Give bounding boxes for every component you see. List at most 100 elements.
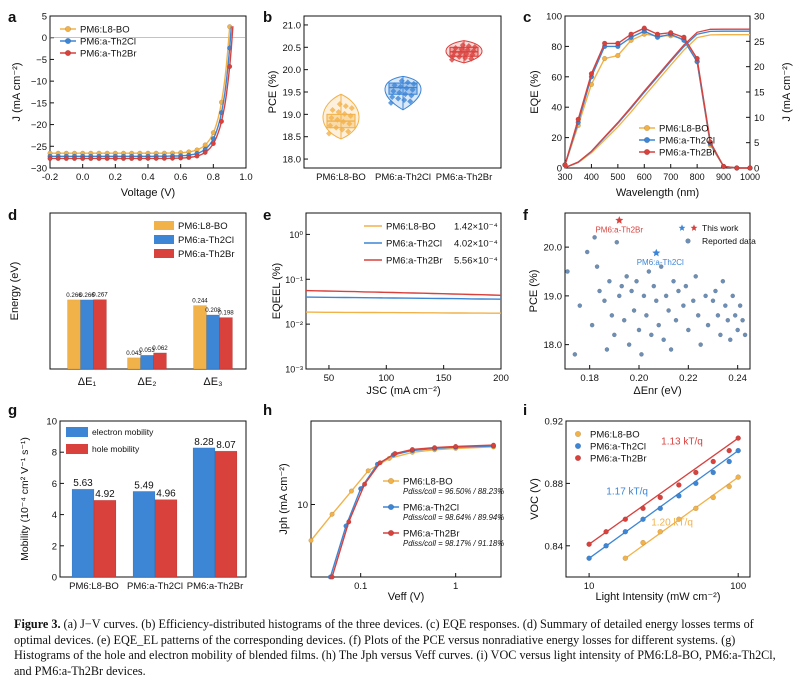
data-point (346, 120, 353, 127)
pdiss-label: Pdiss/coll = 98.17% / 91.18% (403, 539, 504, 548)
legend-label: PM6:a-Th2Br (659, 148, 716, 159)
y2-axis-label: J (mA cm⁻²) (781, 63, 793, 122)
data-point (636, 327, 642, 333)
x-tick-label: 0.22 (679, 373, 698, 384)
data-point (644, 148, 651, 155)
legend-label: hole mobility (92, 444, 140, 454)
data-point (335, 108, 342, 115)
data-point (698, 342, 703, 347)
data-point (646, 269, 652, 274)
data-point (693, 469, 699, 476)
data-point (346, 519, 352, 525)
data-point (202, 149, 208, 155)
x-tick-label: 1000 (740, 172, 760, 182)
data-point (735, 327, 740, 333)
data-point (334, 116, 341, 123)
x-tick-label: -0.2 (42, 172, 58, 183)
bar (193, 305, 207, 370)
highlight-star (615, 216, 624, 224)
bar (93, 299, 107, 370)
x-tick-label: 1.0 (239, 172, 252, 183)
data-point (686, 327, 691, 333)
legend-label: PM6:L8-BO (386, 222, 436, 233)
data-point (597, 288, 602, 294)
legend-label: PM6:L8-BO (178, 221, 228, 232)
panel-f: f 0.18 0.20 0.22 0.24 18.0 19.0 20.0 ΔEnr (eV) PC… (523, 207, 756, 397)
y-tick-label: 40 (551, 103, 562, 114)
data-point (594, 264, 600, 269)
data-point (404, 79, 411, 86)
y-tick-label: 21.0 (283, 20, 302, 31)
x-tick-label: 600 (637, 172, 652, 182)
y-tick-label: 8 (52, 448, 57, 459)
data-point (137, 155, 143, 161)
bar-value-label: 5.63 (73, 478, 93, 489)
data-point (621, 317, 627, 323)
bar (206, 314, 220, 370)
y2-tick-label: 15 (754, 88, 765, 99)
data-point (153, 155, 159, 161)
data-point (673, 317, 679, 323)
y-tick-label: 18.0 (283, 155, 302, 166)
slope-label: 1.13 kT/q (661, 436, 703, 447)
bar (127, 357, 141, 370)
series-line (564, 30, 750, 169)
bar (214, 450, 238, 578)
highlight-star (690, 224, 698, 231)
y-tick-label: 10⁻² (285, 320, 303, 330)
data-point (348, 105, 355, 112)
x-tick-label: 500 (610, 172, 625, 182)
integrated-jsc-line (564, 30, 750, 169)
bar-value-label: 4.92 (95, 489, 115, 500)
x-axis-label: ΔEnr (eV) (633, 385, 681, 397)
data-point (671, 278, 676, 284)
data-point (641, 293, 647, 299)
series-line (50, 26, 232, 158)
panel-letter-e: e (263, 207, 271, 224)
data-point (654, 31, 661, 37)
data-point (308, 537, 314, 543)
y-tick-label: −15 (31, 98, 47, 109)
data-point (676, 516, 682, 522)
data-point (622, 555, 629, 561)
legend-label: electron mobility (92, 427, 154, 437)
bar (93, 499, 117, 578)
panel-letter-i: i (523, 402, 527, 419)
x-tick-label: 150 (436, 373, 452, 384)
data-point (327, 122, 334, 129)
data-point (640, 505, 646, 512)
x-category-label: PM6:L8-BO (69, 581, 119, 592)
data-point (657, 494, 663, 501)
y-tick-label: 10 (46, 417, 57, 428)
panel-letter-f: f (523, 207, 529, 224)
data-point (626, 342, 632, 347)
data-point (345, 128, 352, 135)
data-point (602, 40, 608, 46)
panel-a: a -0.2 0.0 0.2 0.4 0.6 0.8 1.0 5 0 −5 −10 −15 −20 −25 −… (8, 9, 253, 199)
y-tick-label: −5 (36, 55, 47, 66)
highlight-label: PM6:a-Th2Cl (637, 258, 684, 267)
integrated-jsc-line (564, 28, 750, 169)
data-point (588, 71, 595, 77)
legend-label: PM6:a-Th2Cl (386, 239, 442, 250)
data-point (490, 442, 496, 448)
data-point (603, 529, 609, 535)
x-tick-label: 0.4 (141, 172, 154, 183)
data-point (603, 543, 609, 549)
data-point (326, 130, 332, 137)
data-point (742, 332, 748, 338)
bar-value-label: 4.96 (156, 489, 176, 500)
bar-value-label: 8.07 (216, 440, 236, 451)
bar (67, 299, 81, 370)
data-point (710, 494, 716, 501)
data-point (656, 322, 662, 328)
data-point (194, 153, 200, 159)
data-point (575, 116, 581, 122)
legend-label: This work (702, 223, 739, 233)
slope-label: 1.20 kT/q (651, 518, 693, 529)
y-tick-label: 18.0 (544, 340, 563, 351)
panel-letter-c: c (523, 9, 531, 26)
data-point (575, 431, 582, 438)
y-tick-label: −10 (31, 77, 47, 88)
y-tick-label: 20.0 (544, 243, 563, 254)
